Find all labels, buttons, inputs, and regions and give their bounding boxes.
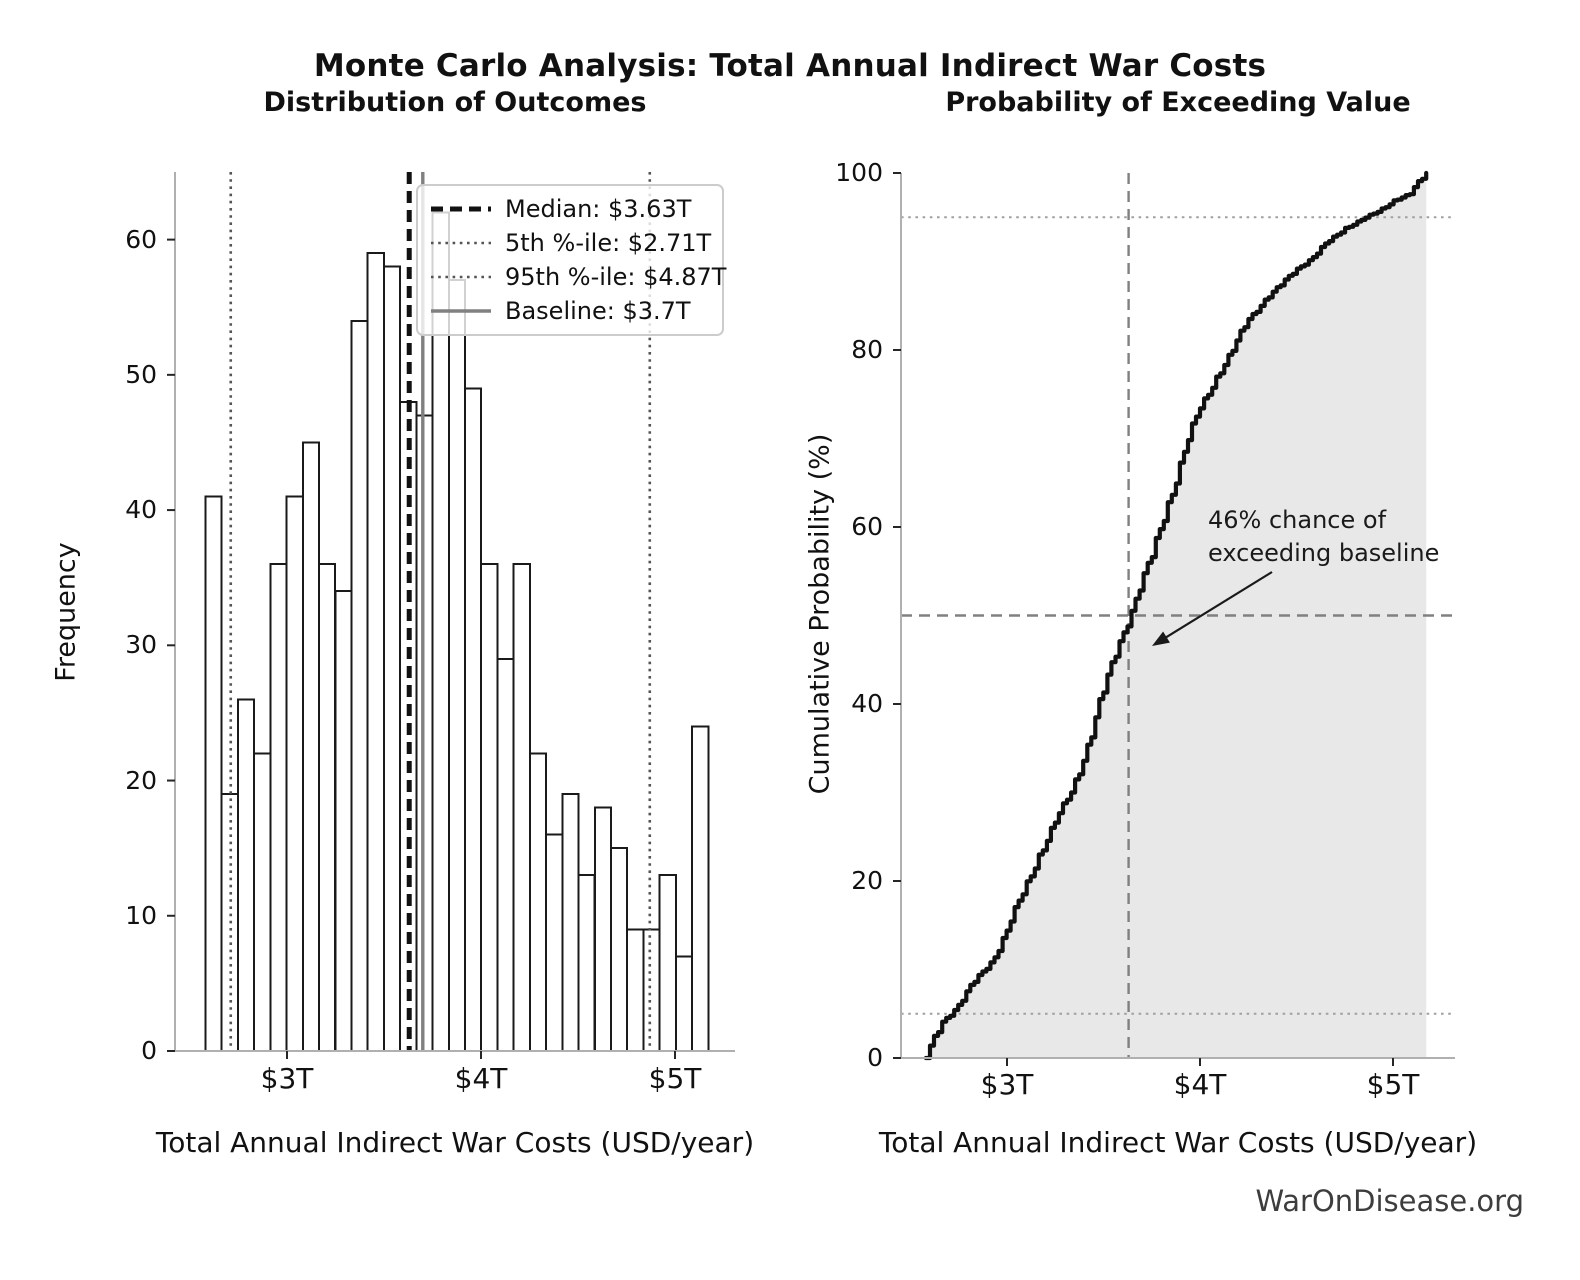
histogram-bar [334,590,353,1052]
histogram-bar [593,806,612,1052]
histogram-bar [237,698,256,1053]
histogram-bar [253,752,272,1052]
histogram-bar [691,725,710,1053]
legend-label-p95: 95th %-ile: $4.87T [505,263,727,291]
histogram-bar [415,414,434,1052]
histogram-bar [561,793,580,1052]
histogram-bar [577,874,596,1053]
y-tick-label: 80 [851,335,883,364]
histogram-plot [167,172,735,1059]
median-line-sample-icon [431,206,491,212]
x-tick-label: $3T [980,1068,1034,1101]
ecdf-plot [893,170,1455,1066]
y-tick-label: 10 [125,900,157,930]
right-plot-title: Probability of Exceeding Value [945,87,1411,118]
histogram-bar [642,928,661,1052]
legend-row-p95: 95th %-ile: $4.87T [430,260,726,294]
histogram-bar [366,252,385,1053]
histogram-bar [431,211,450,1053]
histogram-bar [382,265,402,1052]
histogram-bar [496,657,515,1052]
histogram-bar [350,319,369,1052]
left-plot-title: Distribution of Outcomes [263,87,647,118]
legend-row-baseline: Baseline: $3.7T [430,294,710,328]
histogram-bar [269,563,288,1052]
histogram-bar [658,874,677,1053]
annotation-arrow-line [1158,571,1273,643]
legend-row-p5: 5th %-ile: $2.71T [430,226,712,260]
y-tick-label: 0 [141,1036,157,1065]
y-tick-label: 30 [125,630,157,660]
y-tick-label: 0 [867,1043,883,1072]
y-tick-label: 20 [125,765,157,795]
legend-label-median: Median: $3.63T [505,195,692,223]
legend-label-p5: 5th %-ile: $2.71T [505,229,712,257]
y-tick-label: 60 [851,512,883,541]
legend-label-baseline: Baseline: $3.7T [505,297,691,325]
y-tick-label: 50 [125,359,157,389]
x-tick-label: $4T [454,1062,508,1095]
legend-row-median: Median: $3.63T [430,192,710,226]
histogram-bar [318,563,337,1052]
histogram-bar [512,563,531,1052]
y-tick-label: 20 [851,866,883,895]
histogram-bar [447,279,466,1052]
histogram-bar [674,955,694,1052]
y-tick-label: 40 [125,495,157,525]
x-tick-label: $4T [1173,1068,1227,1101]
histogram-bars [204,211,710,1053]
histogram-bar [464,387,483,1052]
histogram-bar [610,847,629,1053]
x-tick-label: $3T [260,1062,314,1095]
histogram-bar [480,563,499,1052]
legend: Median: $3.63T 5th %-ile: $2.71T 95th %-… [416,184,726,336]
annotation-line-1: 46% chance of [1208,506,1387,534]
p5-line-sample-icon [431,241,491,245]
histogram-bar [626,928,645,1052]
right-y-axis-label: Cumulative Probability (%) [804,433,836,795]
histogram-bar [285,495,304,1053]
x-tick-label: $5T [1366,1068,1420,1101]
left-y-axis-label: Frequency [50,542,82,682]
histogram-bar [545,833,564,1052]
histogram-bar [204,495,223,1053]
right-x-axis-label: Total Annual Indirect War Costs (USD/yea… [878,1126,1478,1159]
annotation-exceed-baseline: 46% chance of exceeding baseline [1208,504,1439,570]
annotation-arrowhead-icon [1152,631,1170,646]
histogram-bar [301,441,320,1052]
left-x-axis-label: Total Annual Indirect War Costs (USD/yea… [155,1126,755,1159]
x-tick-label: $5T [648,1062,702,1095]
p95-line-sample-icon [431,275,491,279]
y-tick-label: 100 [835,158,883,187]
annotation-line-2: exceeding baseline [1208,539,1440,567]
figure-title: Monte Carlo Analysis: Total Annual Indir… [313,48,1267,84]
footer-credit: WarOnDisease.org [1255,1184,1524,1218]
histogram-bar [528,752,548,1052]
baseline-line-sample-icon [431,309,491,313]
y-tick-label: 40 [851,689,883,718]
ecdf-curve [923,170,1429,1061]
y-tick-label: 60 [125,224,157,254]
